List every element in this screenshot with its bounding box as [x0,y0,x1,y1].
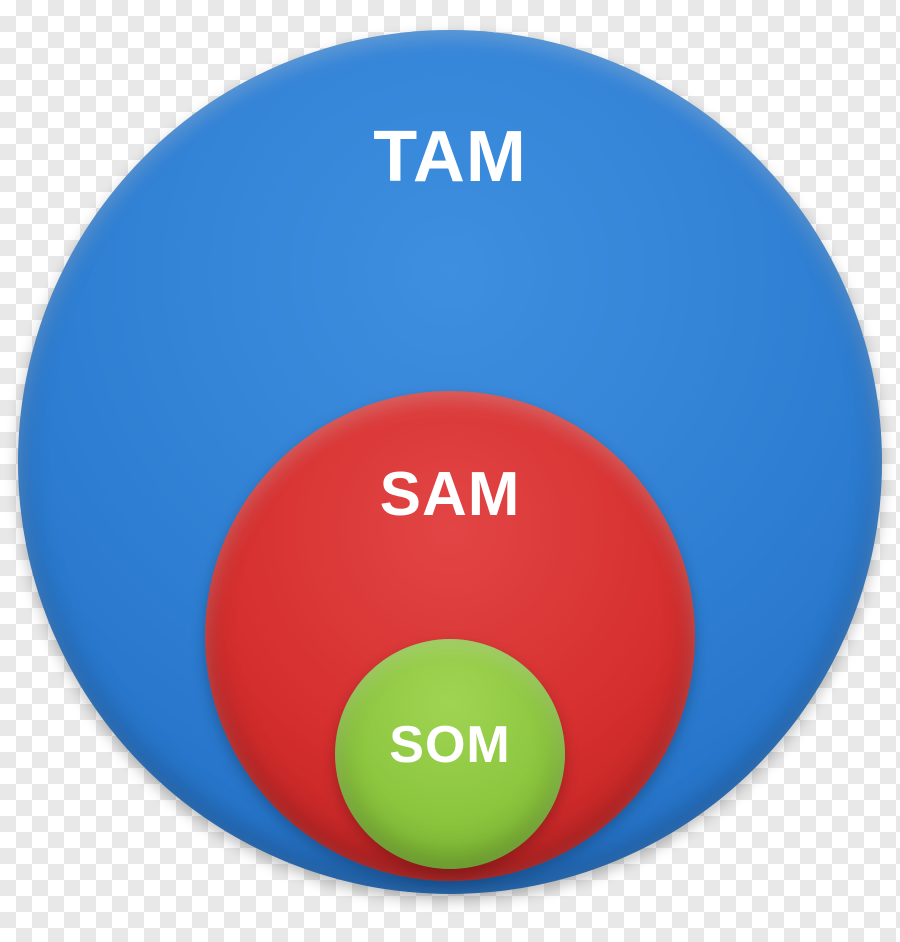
som-label: SOM [389,715,510,775]
som-circle: SOM [335,639,565,869]
tam-label: TAM [373,116,527,198]
sam-label: SAM [380,459,521,530]
nested-circle-diagram: TAM SAM SOM [0,0,900,942]
